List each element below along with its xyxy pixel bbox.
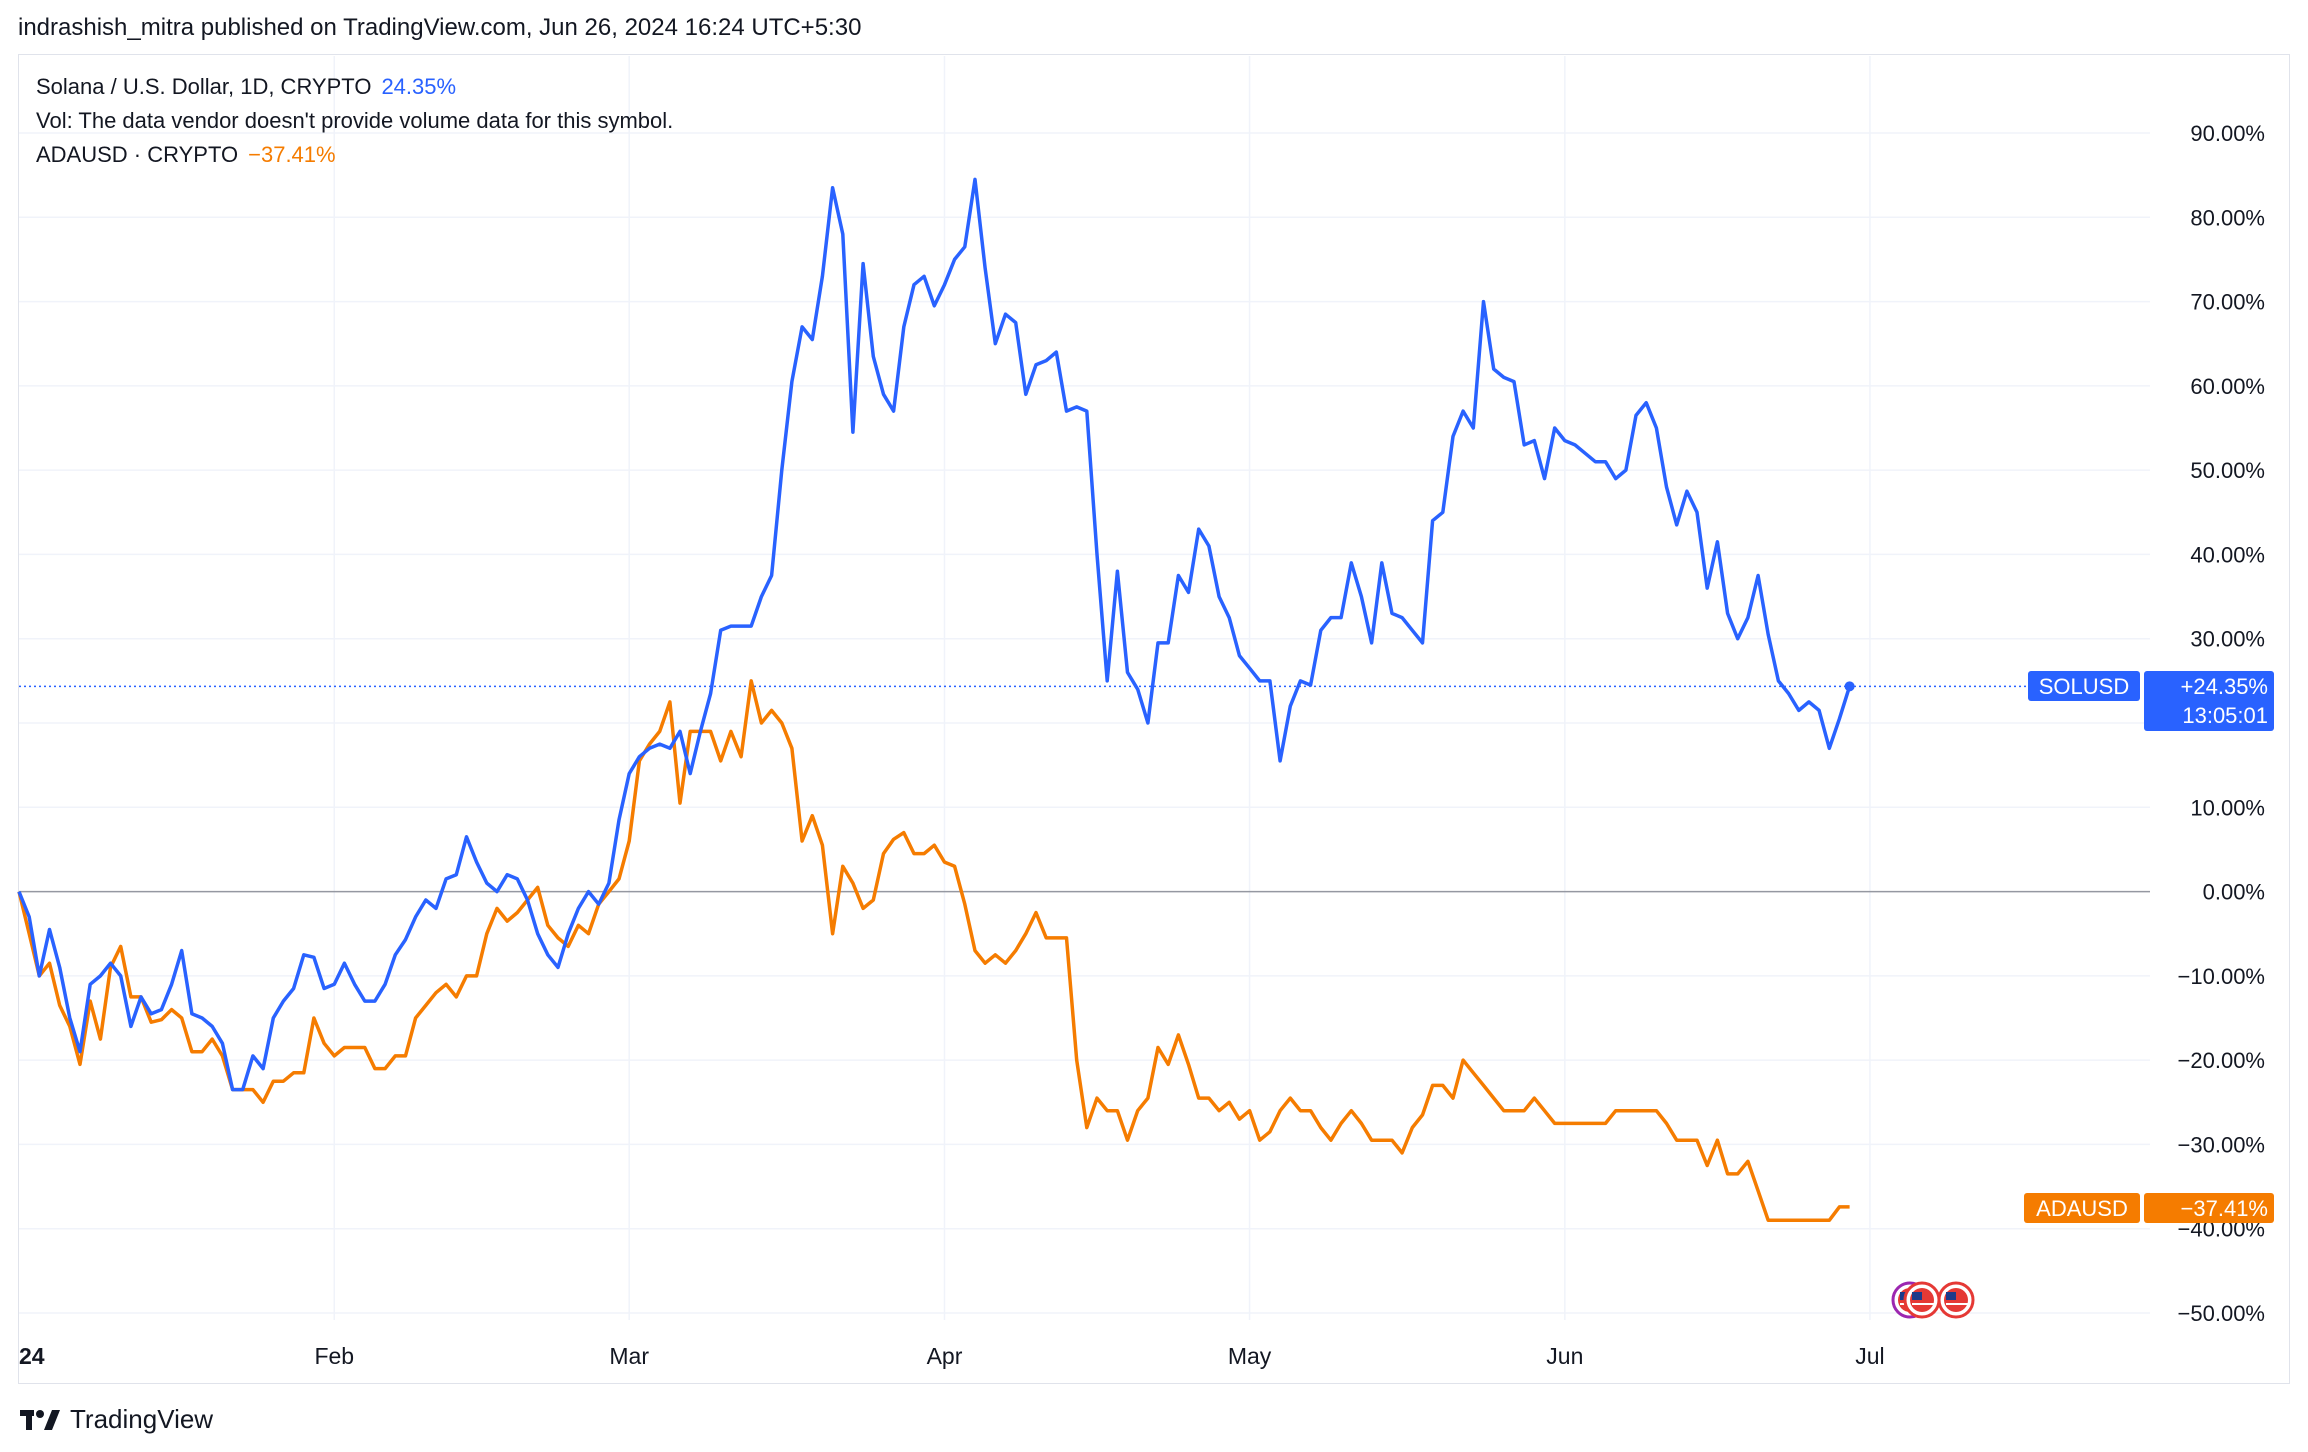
solusd-tag-bg <box>2028 671 2140 701</box>
solusd-series-line <box>17 177 1852 1092</box>
x-tick-label: Feb <box>314 1343 354 1369</box>
legend-solusd-change: 24.35% <box>381 74 457 99</box>
adausd-price-tag: ADAUSD −37.41% <box>2024 1193 2274 1223</box>
legend-row-adausd[interactable]: ADAUSD · CRYPTO −37.41% <box>36 138 673 172</box>
legend-adausd-name: ADAUSD · CRYPTO <box>36 142 239 167</box>
y-tick-label: 40.00% <box>2190 542 2265 567</box>
legend-row-solusd[interactable]: Solana / U.S. Dollar, 1D, CRYPTO 24.35% <box>36 70 673 104</box>
legend-volume-note: Vol: The data vendor doesn't provide vol… <box>36 108 674 133</box>
legend-solusd-name: Solana / U.S. Dollar, 1D, CRYPTO <box>36 74 372 99</box>
chart-frame[interactable] <box>18 54 2290 1384</box>
solusd-value-bg <box>2144 671 2274 731</box>
y-tick-label: −30.00% <box>2178 1132 2265 1157</box>
x-tick-label: Jun <box>1546 1343 1583 1369</box>
x-tick-label: Jul <box>1855 1343 1884 1369</box>
y-tick-label: 60.00% <box>2190 374 2265 399</box>
x-tick-label: 24 <box>19 1343 45 1369</box>
tradingview-logo-icon <box>20 1409 60 1430</box>
economic-event-flags[interactable] <box>1891 1281 1975 1319</box>
solusd-value-text: +24.35% <box>2181 674 2268 699</box>
legend-adausd-change: −37.41% <box>248 142 336 167</box>
adausd-tag-text: ADAUSD <box>2036 1196 2128 1221</box>
chart-legend: Solana / U.S. Dollar, 1D, CRYPTO 24.35% V… <box>36 70 673 172</box>
adausd-tag-bg <box>2024 1193 2140 1223</box>
tradingview-brand-text: TradingView <box>70 1404 214 1434</box>
solusd-tag-text: SOLUSD <box>2039 674 2129 699</box>
y-tick-label: 70.00% <box>2190 290 2265 315</box>
solusd-price-tag: SOLUSD +24.35% 13:05:01 <box>2028 671 2274 731</box>
y-tick-label: 80.00% <box>2190 205 2265 230</box>
x-axis-ticks: 24 Feb Mar Apr May Jun Jul <box>19 1343 1885 1369</box>
y-tick-label: 10.00% <box>2190 795 2265 820</box>
adausd-value-bg <box>2144 1193 2274 1223</box>
y-tick-label: −10.00% <box>2178 964 2265 989</box>
x-tick-label: Apr <box>927 1343 963 1369</box>
us-flag-event-icon[interactable] <box>1903 1281 1941 1319</box>
y-tick-label: 0.00% <box>2203 880 2265 905</box>
adausd-series-line <box>17 679 1850 1223</box>
y-tick-label: 50.00% <box>2190 458 2265 483</box>
published-header: indrashish_mitra published on TradingVie… <box>18 14 862 41</box>
solusd-countdown-text: 13:05:01 <box>2182 703 2268 728</box>
y-tick-label: 90.00% <box>2190 121 2265 146</box>
x-tick-label: Mar <box>609 1343 649 1369</box>
grid-lines <box>19 56 2150 1320</box>
tradingview-logo[interactable]: TradingView <box>20 1404 213 1435</box>
us-flag-event-icon[interactable] <box>1937 1281 1975 1319</box>
adausd-value-text: −37.41% <box>2181 1196 2268 1221</box>
y-tick-label: −20.00% <box>2178 1048 2265 1073</box>
x-tick-label: May <box>1228 1343 1272 1369</box>
y-tick-label: −50.00% <box>2178 1301 2265 1326</box>
y-tick-label: 30.00% <box>2190 627 2265 652</box>
solusd-last-point <box>1844 681 1855 692</box>
